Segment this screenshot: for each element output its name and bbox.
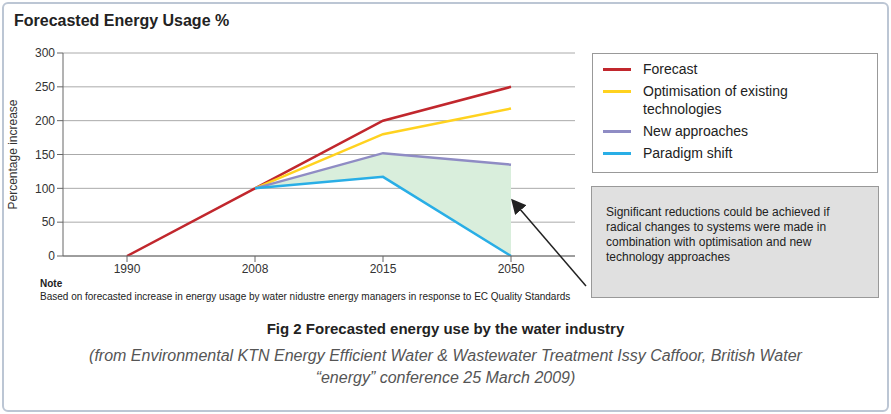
html-text:Note: Note: [40, 278, 63, 289]
svg-text:50: 50: [42, 215, 56, 229]
svg-text:200: 200: [35, 114, 55, 128]
svg-text:2015: 2015: [370, 262, 397, 276]
html-text:“energy” conference 25 March 2: “energy” conference 25 March 2009): [315, 369, 576, 386]
svg-text:2050: 2050: [498, 262, 525, 276]
html-text:New approaches: New approaches: [643, 123, 749, 139]
svg-text:2008: 2008: [242, 262, 269, 276]
svg-text:150: 150: [35, 148, 55, 162]
html-text:(from Environmental KTN Energy: (from Environmental KTN Energy Efficient…: [89, 347, 802, 364]
html-text:Forecast: Forecast: [643, 61, 698, 77]
svg-text:1990: 1990: [114, 262, 141, 276]
svg-text:250: 250: [35, 80, 55, 94]
svg-text:100: 100: [35, 182, 55, 196]
html-text:Fig 2 Forecasted energy use by: Fig 2 Forecasted energy use by the water…: [266, 320, 625, 337]
html-text:Forecasted Energy Usage %: Forecasted Energy Usage %: [14, 12, 230, 29]
html-text:Significant reductions could b: Significant reductions could be achieved…: [606, 205, 830, 264]
html-text:Paradigm shift: Paradigm shift: [643, 145, 733, 161]
svg-text:0: 0: [48, 249, 55, 263]
svg-text:300: 300: [35, 46, 55, 60]
html-text:Optimisation of existing techn: Optimisation of existing technologies: [643, 83, 788, 117]
html-text:Based on forecasted increase i: Based on forecasted increase in energy u…: [40, 291, 571, 302]
svg-text:Percentage increase: Percentage increase: [8, 99, 20, 209]
